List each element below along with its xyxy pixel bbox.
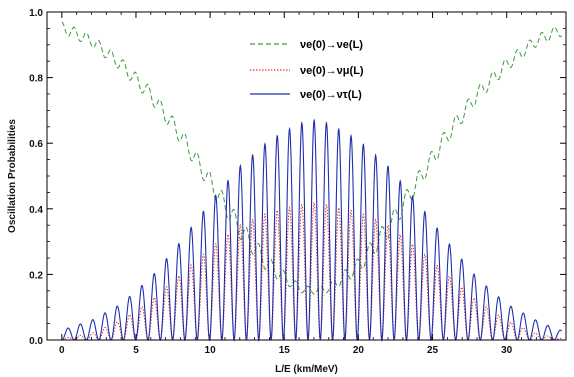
y-axis-label: Oscillation Probabilities (7, 119, 18, 233)
legend-label: νe(0)→νe(L) (300, 39, 363, 51)
x-tick-label: 25 (427, 345, 439, 356)
x-tick-label: 5 (133, 345, 139, 356)
series-line (61, 21, 562, 295)
legend-label: νe(0)→νμ(L) (300, 65, 364, 77)
x-tick-label: 10 (205, 345, 217, 356)
series-lines (61, 21, 562, 343)
legend: νe(0)→νe(L) νe(0)→νμ(L) νe(0)→ντ(L) (250, 39, 364, 101)
y-tick-label: 0.2 (29, 270, 43, 281)
x-axis-label: L/E (km/MeV) (275, 364, 338, 375)
series-line (61, 201, 562, 342)
y-tick-label: 0.4 (29, 205, 43, 216)
y-tick-label: 0.0 (29, 336, 43, 347)
tick-labels: 0 5 10 15 20 25 30 0.0 0.2 0.4 0.6 0.8 1.0 (29, 8, 513, 356)
legend-label: νe(0)→ντ(L) (300, 89, 362, 101)
plot-frame (46, 11, 567, 341)
y-tick-label: 0.6 (29, 139, 43, 150)
x-tick-label: 0 (59, 345, 65, 356)
y-tick-label: 0.8 (29, 74, 43, 85)
x-tick-label: 20 (353, 345, 365, 356)
x-tick-label: 15 (279, 345, 291, 356)
x-tick-label: 30 (501, 345, 513, 356)
y-tick-label: 1.0 (29, 8, 43, 19)
series-line (61, 118, 562, 343)
